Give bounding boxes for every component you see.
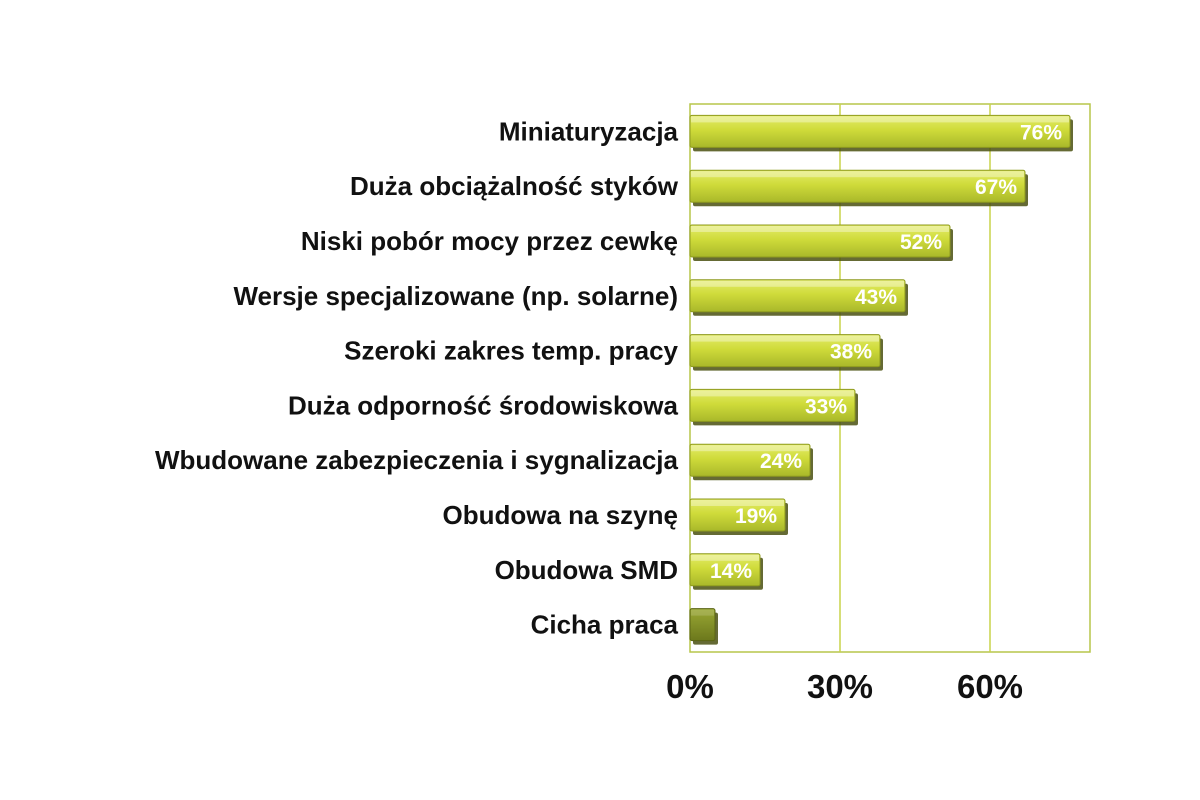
category-label: Szeroki zakres temp. pracy [344,336,678,366]
bar-value-label: 76% [1020,121,1062,144]
bar-highlight [691,554,759,561]
bar-value-label: 33% [805,395,847,418]
category-labels: Miniaturyzacja Duża obciążalność styków Ni… [155,116,679,639]
bar-highlight [691,335,879,342]
bar-value-label: 24% [760,450,802,473]
category-label: Wersje specjalizowane (np. solarne) [233,281,678,311]
x-tick-label: 30% [807,668,873,705]
bars: 76% 67% 52% 43% 38% 33% 24% 19% 14% [689,114,1073,645]
bar-value-label: 19% [735,505,777,528]
bar [689,498,786,532]
x-axis-tick-labels: 0% 30% 60% [666,668,1023,705]
bar-highlight [691,390,854,397]
bar-highlight [691,116,1069,123]
bar-value-label: 14% [710,560,752,583]
category-label: Obudowa SMD [495,555,678,585]
bar-highlight [691,609,714,616]
category-label: Obudowa na szynę [443,500,679,530]
bar [689,279,906,313]
bar-highlight [691,226,949,232]
bar-highlight [691,280,904,287]
bar [689,334,881,368]
category-label: Duża obciążalność styków [350,171,679,201]
bar [689,608,716,642]
bar-value-label: 52% [900,231,942,254]
category-label: Cicha praca [531,610,679,640]
category-label: Wbudowane zabezpieczenia i sygnalizacja [155,445,679,475]
bar-value-label: 38% [830,341,872,364]
x-tick-label: 60% [957,668,1023,705]
bar [689,553,761,587]
category-label: Miniaturyzacja [499,116,679,146]
bar-highlight [691,445,809,452]
bar [689,114,1071,148]
category-label: Duża odporność środowiskowa [288,390,679,420]
bar [689,169,1026,203]
x-tick-label: 0% [666,668,714,705]
bar [689,224,951,258]
bar-highlight [691,171,1024,178]
category-label: Niski pobór mocy przez cewkę [301,226,678,256]
bar-value-label: 67% [975,176,1017,199]
bar [689,388,856,422]
bar [689,443,811,477]
bar-highlight [691,500,784,506]
bar-value-label: 43% [855,286,897,309]
